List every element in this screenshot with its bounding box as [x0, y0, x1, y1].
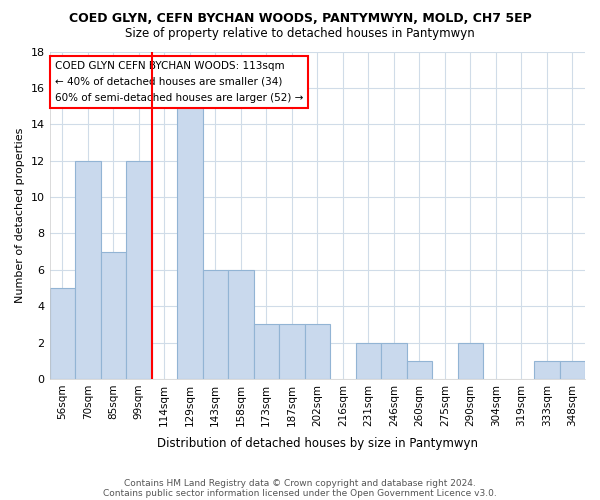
Bar — [177, 106, 203, 379]
Text: Contains HM Land Registry data © Crown copyright and database right 2024.: Contains HM Land Registry data © Crown c… — [124, 478, 476, 488]
Text: COED GLYN CEFN BYCHAN WOODS: 113sqm
← 40% of detached houses are smaller (34)
60: COED GLYN CEFN BYCHAN WOODS: 113sqm ← 40… — [55, 62, 303, 102]
Bar — [534, 360, 560, 379]
Bar — [458, 342, 483, 379]
X-axis label: Distribution of detached houses by size in Pantymwyn: Distribution of detached houses by size … — [157, 437, 478, 450]
Bar — [228, 270, 254, 379]
Bar — [203, 270, 228, 379]
Bar — [407, 360, 432, 379]
Bar — [356, 342, 381, 379]
Bar — [381, 342, 407, 379]
Bar — [560, 360, 585, 379]
Text: Contains public sector information licensed under the Open Government Licence v3: Contains public sector information licen… — [103, 488, 497, 498]
Bar — [75, 160, 101, 379]
Bar — [126, 160, 152, 379]
Bar — [305, 324, 330, 379]
Bar — [279, 324, 305, 379]
Bar — [50, 288, 75, 379]
Text: COED GLYN, CEFN BYCHAN WOODS, PANTYMWYN, MOLD, CH7 5EP: COED GLYN, CEFN BYCHAN WOODS, PANTYMWYN,… — [68, 12, 532, 26]
Bar — [101, 252, 126, 379]
Bar — [254, 324, 279, 379]
Y-axis label: Number of detached properties: Number of detached properties — [15, 128, 25, 303]
Text: Size of property relative to detached houses in Pantymwyn: Size of property relative to detached ho… — [125, 28, 475, 40]
